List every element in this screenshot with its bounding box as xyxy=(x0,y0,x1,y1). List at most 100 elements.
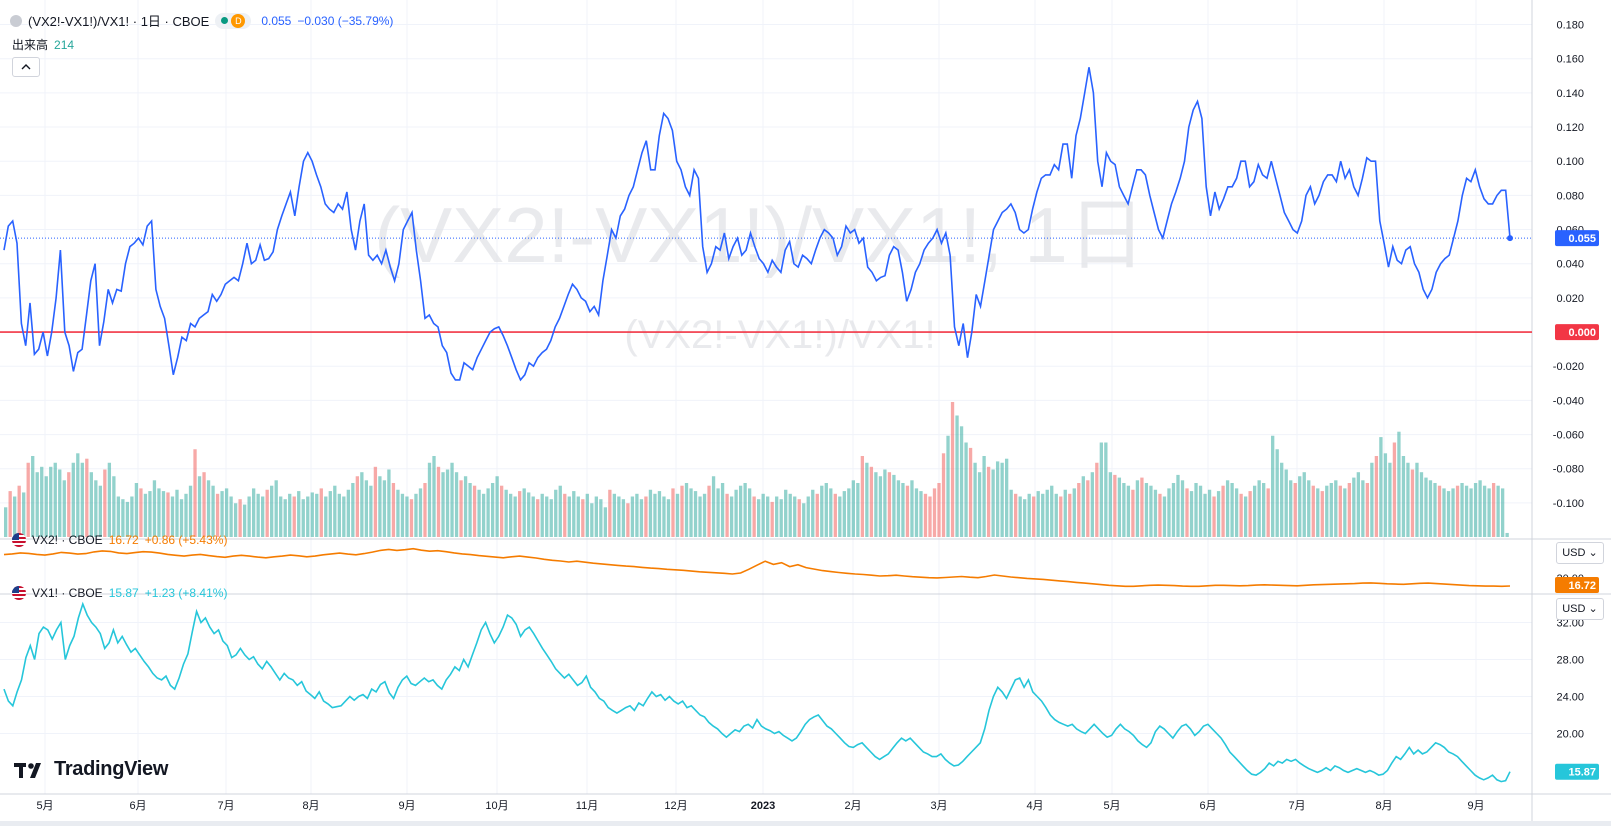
volume-bar xyxy=(743,483,747,537)
volume-bar xyxy=(364,480,369,537)
collapse-legend-button[interactable] xyxy=(12,57,40,77)
volume-bar xyxy=(261,496,265,537)
vx1-currency-select[interactable]: USD ⌄ xyxy=(1556,598,1604,620)
volume-bar xyxy=(67,472,71,537)
volume-bar xyxy=(238,499,242,537)
volume-bar xyxy=(914,488,919,537)
x-tick-label: 6月 xyxy=(1199,800,1216,812)
vx1-symbol[interactable]: VX1! · CBOE xyxy=(32,586,103,600)
volume-bar xyxy=(725,493,729,537)
volume-bar xyxy=(71,462,75,537)
volume-bar xyxy=(1365,483,1370,537)
volume-bar xyxy=(1307,480,1311,537)
volume-bar xyxy=(391,483,396,537)
volume-bar xyxy=(1464,485,1469,537)
volume-bar xyxy=(892,474,896,537)
vx1-currency-label: USD xyxy=(1562,603,1586,615)
volume-bar xyxy=(22,492,26,537)
volume-bar xyxy=(959,426,964,537)
volume-bar xyxy=(1090,472,1094,537)
chevron-up-icon xyxy=(21,64,31,70)
volume-bar xyxy=(265,489,269,537)
volume-bar xyxy=(1059,496,1063,537)
volume-bar xyxy=(639,499,644,537)
volume-bar xyxy=(179,499,184,537)
volume-bar xyxy=(1410,469,1415,537)
volume-bar xyxy=(950,402,955,537)
volume-bar xyxy=(13,496,17,537)
volume-bar xyxy=(297,491,301,537)
volume-bar xyxy=(653,493,657,537)
volume-bar xyxy=(40,466,44,537)
volume-bar xyxy=(896,480,901,537)
last-point-marker xyxy=(1507,235,1513,242)
volume-bar xyxy=(1126,485,1131,537)
volume-bar xyxy=(1032,496,1036,537)
volume-bar xyxy=(35,472,39,537)
volume-bar xyxy=(143,493,148,537)
volume-bar xyxy=(4,507,8,537)
volume-bar xyxy=(991,469,995,537)
volume-bar xyxy=(242,504,247,537)
volume-bar xyxy=(279,496,283,537)
volume-bar xyxy=(130,496,134,537)
volume-bar xyxy=(910,480,914,537)
volume-bar xyxy=(342,496,346,537)
tradingview-logo[interactable]: TradingView xyxy=(14,758,168,781)
vx2-currency-select[interactable]: USD ⌄ xyxy=(1556,542,1604,564)
volume-bar xyxy=(540,493,544,537)
volume-bar xyxy=(1230,483,1234,537)
volume-bar xyxy=(689,488,693,537)
vx2-price-badge: 16.72 xyxy=(1555,577,1599,593)
vx2-value: 16.72 xyxy=(108,533,139,547)
volume-bar xyxy=(1077,483,1081,537)
volume-bar xyxy=(878,476,883,537)
logo-text: TradingView xyxy=(54,758,169,780)
volume-bar xyxy=(116,496,121,537)
volume-bar xyxy=(139,488,143,537)
volume-bar xyxy=(328,491,332,537)
y-tick-label: -0.080 xyxy=(1553,464,1584,476)
volume-bar xyxy=(761,493,765,537)
volume-bar xyxy=(256,493,260,537)
timeframe-flag: D xyxy=(215,12,252,29)
volume-bar xyxy=(1284,469,1288,537)
vx2-change: +0.86 (+5.43%) xyxy=(144,533,228,547)
volume-bar xyxy=(1153,489,1158,537)
volume-bar xyxy=(1027,493,1031,537)
volume-bar xyxy=(121,499,125,537)
volume-bar xyxy=(454,472,459,537)
volume-bar xyxy=(450,462,454,537)
volume-bar xyxy=(1167,488,1171,537)
volume-bar xyxy=(581,499,585,537)
volume-bar xyxy=(414,493,418,537)
volume-bar xyxy=(883,469,887,537)
y-tick-label: -0.020 xyxy=(1553,361,1584,373)
volume-bar xyxy=(1289,480,1293,537)
vx2-symbol[interactable]: VX2! · CBOE xyxy=(32,533,103,547)
volume-bar xyxy=(932,488,937,537)
volume-bar xyxy=(175,489,179,537)
volume-bar xyxy=(833,493,837,537)
main-symbol[interactable]: (VX2!-VX1!)/VX1! · 1日 · CBOE xyxy=(28,14,210,29)
volume-bar xyxy=(1428,480,1433,537)
volume-bar xyxy=(1491,483,1496,537)
volume-bar xyxy=(85,458,89,537)
volume-bar xyxy=(1469,488,1473,537)
last-price-badge-text: 0.055 xyxy=(1568,233,1596,245)
us-flag-icon xyxy=(12,533,26,547)
volume-bar xyxy=(1072,488,1076,537)
volume-bar xyxy=(504,489,508,537)
volume-bar xyxy=(1343,488,1347,537)
volume-bar xyxy=(536,499,540,537)
volume-bar xyxy=(1149,485,1153,537)
volume-bar xyxy=(333,485,337,537)
volume-bar xyxy=(698,496,702,537)
volume-bar xyxy=(860,456,865,537)
volume-bar xyxy=(355,476,360,537)
volume-bar xyxy=(563,493,567,537)
volume-bar xyxy=(1455,485,1460,537)
volume-bar xyxy=(184,493,188,537)
volume-bar xyxy=(1018,496,1022,537)
